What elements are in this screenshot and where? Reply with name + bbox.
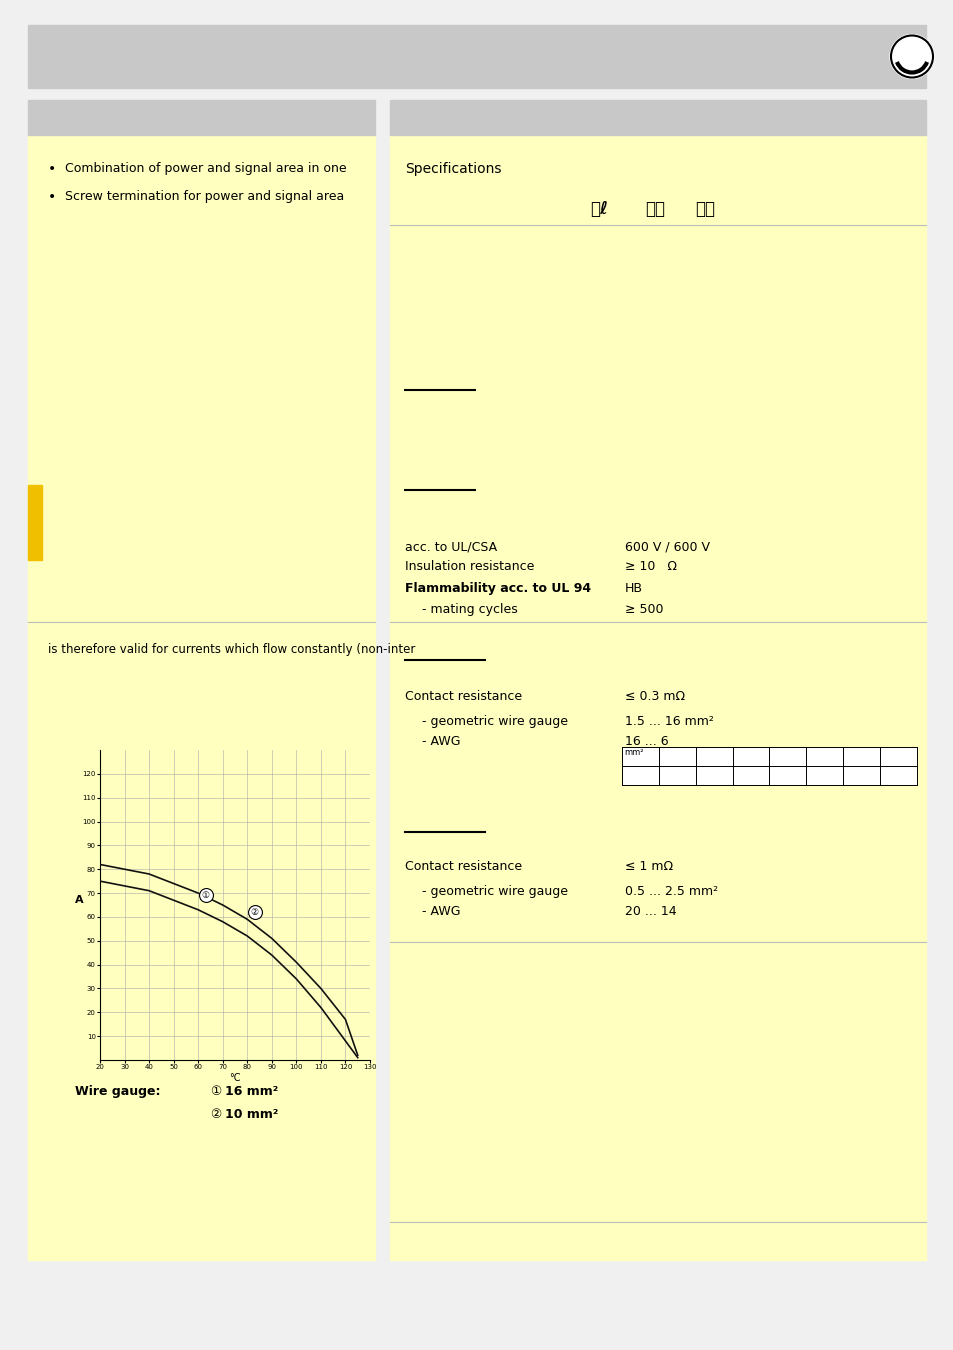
Bar	[390, 100, 925, 135]
Text: 20 ... 14: 20 ... 14	[624, 904, 676, 918]
X-axis label: °C: °C	[229, 1073, 240, 1083]
Text: 600 V / 600 V: 600 V / 600 V	[624, 540, 709, 553]
Text: ≤ 1 mΩ: ≤ 1 mΩ	[624, 860, 673, 873]
Bar	[28, 485, 42, 560]
Text: Screw termination for power and signal area: Screw termination for power and signal a…	[65, 190, 344, 202]
Text: - geometric wire gauge: - geometric wire gauge	[417, 886, 567, 898]
Text: ≥ 500: ≥ 500	[624, 603, 662, 616]
Text: is therefore valid for currents which flow constantly (non-inter: is therefore valid for currents which fl…	[48, 643, 415, 656]
Text: •: •	[48, 190, 56, 204]
Text: - geometric wire gauge: - geometric wire gauge	[417, 716, 567, 728]
Text: acc. to UL/CSA: acc. to UL/CSA	[405, 540, 497, 553]
Circle shape	[889, 35, 933, 78]
Text: ②: ②	[210, 1108, 221, 1120]
Text: Ⓢⓔ: Ⓢⓔ	[644, 200, 664, 217]
Text: Contact resistance: Contact resistance	[405, 690, 521, 703]
Text: Ⓢⓐ: Ⓢⓐ	[695, 200, 714, 217]
Text: mm²: mm²	[623, 748, 643, 757]
Text: ≤ 0.3 mΩ: ≤ 0.3 mΩ	[624, 690, 684, 703]
Text: 10 mm²: 10 mm²	[225, 1108, 278, 1120]
Text: Specifications: Specifications	[405, 162, 501, 176]
Text: 0.5 ... 2.5 mm²: 0.5 ... 2.5 mm²	[624, 886, 718, 898]
Text: ②: ②	[251, 907, 258, 917]
Text: 1.5 ... 16 mm²: 1.5 ... 16 mm²	[624, 716, 713, 728]
Bar	[28, 100, 375, 135]
Text: ≥ 10   Ω: ≥ 10 Ω	[624, 560, 677, 572]
Text: - AWG: - AWG	[417, 734, 460, 748]
Bar	[621, 747, 916, 784]
Bar	[28, 26, 925, 88]
Text: Insulation resistance: Insulation resistance	[405, 560, 534, 572]
Text: - mating cycles: - mating cycles	[417, 603, 517, 616]
Text: Flammability acc. to UL 94: Flammability acc. to UL 94	[405, 582, 591, 595]
Text: HB: HB	[624, 582, 642, 595]
Y-axis label: A: A	[75, 895, 84, 905]
Text: 16 ... 6: 16 ... 6	[624, 734, 668, 748]
Bar	[28, 135, 375, 1260]
Text: •: •	[48, 162, 56, 176]
Text: Wire gauge:: Wire gauge:	[75, 1085, 160, 1098]
Bar	[390, 135, 925, 1260]
Text: - AWG: - AWG	[417, 904, 460, 918]
Text: HARTING: HARTING	[897, 51, 925, 55]
Text: ①: ①	[201, 891, 210, 900]
Text: 16 mm²: 16 mm²	[225, 1085, 278, 1098]
Text: Ⓤℓ: Ⓤℓ	[589, 200, 607, 217]
Text: Contact resistance: Contact resistance	[405, 860, 521, 873]
Text: Combination of power and signal area in one: Combination of power and signal area in …	[65, 162, 346, 176]
Text: ①: ①	[210, 1085, 221, 1098]
